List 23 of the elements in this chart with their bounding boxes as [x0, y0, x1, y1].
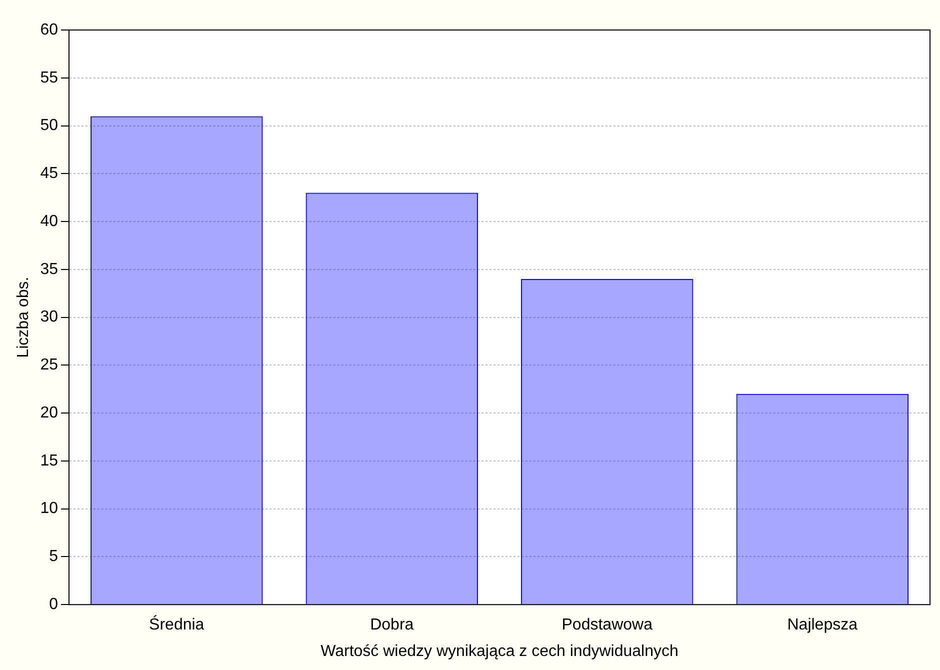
- y-axis-title: Liczba obs.: [15, 276, 32, 358]
- y-tick-label: 45: [40, 165, 58, 182]
- x-tick-label: Podstawowa: [562, 616, 653, 634]
- y-tick-label: 15: [40, 452, 58, 470]
- x-axis-title: Wartość wiedzy wynikająca z cech indywidualnych: [320, 642, 678, 660]
- bar: [306, 194, 477, 604]
- y-tick-label: 20: [40, 404, 58, 422]
- y-tick-label: 30: [40, 308, 58, 326]
- y-tick-label: 50: [40, 117, 58, 134]
- x-tick-label: Dobra: [370, 616, 414, 634]
- y-tick-label: 10: [40, 500, 58, 518]
- bar: [522, 280, 692, 604]
- y-tick-label: 60: [40, 21, 58, 38]
- y-tick-label: 0: [49, 596, 58, 614]
- y-tick-label: 25: [40, 356, 58, 374]
- y-tick-label: 55: [40, 69, 58, 86]
- bar: [92, 117, 262, 604]
- y-tick-label: 40: [40, 212, 58, 230]
- bar: [737, 394, 908, 604]
- x-tick-label: Najlepsza: [787, 616, 858, 634]
- y-tick-label: 35: [40, 260, 58, 278]
- y-tick-label: 5: [49, 548, 58, 566]
- x-tick-label: Średnia: [149, 614, 204, 634]
